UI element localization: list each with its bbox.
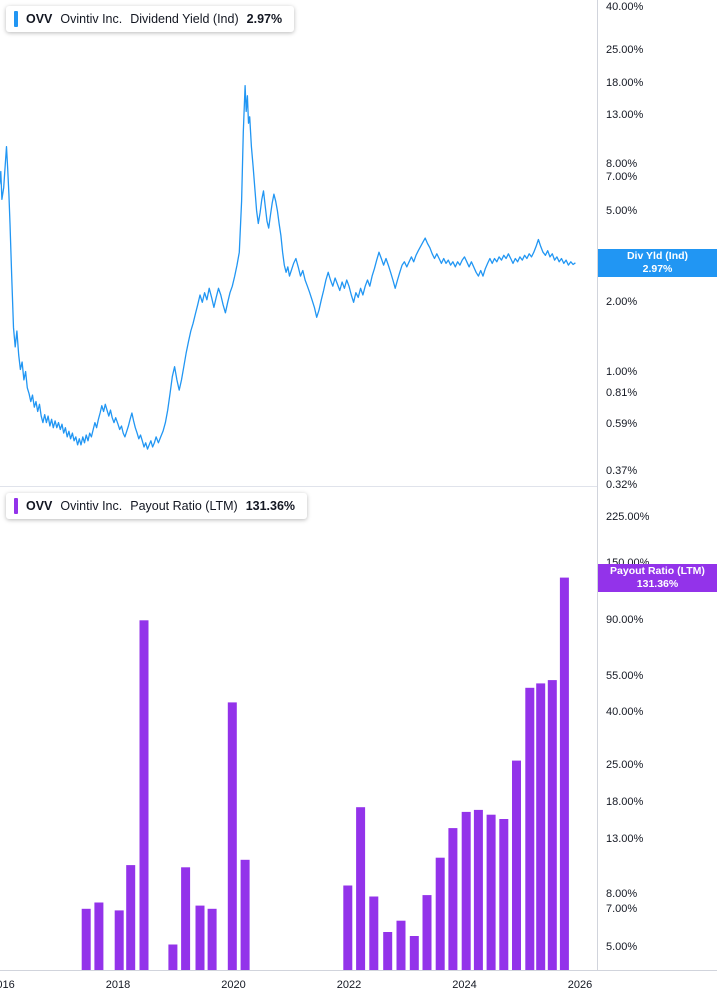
payout-ratio-bar[interactable] — [396, 920, 406, 970]
dividend-yield-line[interactable] — [0, 84, 576, 450]
price-axis-tick: 55.00% — [606, 669, 644, 682]
time-axis-tick: 2024 — [452, 979, 477, 991]
payout-ratio-bar[interactable] — [448, 828, 458, 970]
price-axis-tick: 40.00% — [606, 705, 644, 718]
badge-value: 2.97% — [642, 262, 673, 275]
time-axis-tick: 2026 — [567, 979, 593, 991]
pane-divider[interactable] — [0, 486, 597, 487]
price-axis-tick: 8.00% — [606, 157, 638, 170]
badge-value: 131.36% — [636, 577, 679, 590]
price-axis-tick: 7.00% — [606, 902, 638, 915]
price-axis-tick: 40.00% — [606, 1, 644, 13]
price-axis-tick: 1.00% — [606, 365, 638, 378]
payout-ratio-bar[interactable] — [547, 680, 557, 970]
price-axis-tick: 25.00% — [606, 43, 644, 56]
price-axis-tick: 0.37% — [606, 464, 638, 477]
legend-metric: Payout Ratio (LTM) — [130, 499, 238, 513]
payout-ratio-bar[interactable] — [114, 910, 124, 970]
axis-badge-payout-ratio: Payout Ratio (LTM) 131.36% — [598, 563, 717, 592]
price-axis-tick: 5.00% — [606, 940, 638, 953]
time-axis[interactable]: 2016 2018 2020 2022 2024 2026 — [0, 970, 717, 1005]
price-axis-tick: 0.81% — [606, 386, 638, 399]
time-axis-tick: 2018 — [105, 979, 131, 991]
payout-ratio-bar[interactable] — [139, 620, 149, 970]
legend-company: Ovintiv Inc. — [60, 499, 123, 513]
badge-label: Payout Ratio (LTM) — [610, 564, 705, 577]
payout-ratio-bar[interactable] — [409, 936, 419, 970]
axis-badge-div-yield: Div Yld (Ind) 2.97% — [598, 248, 717, 277]
payout-ratio-bar[interactable] — [512, 760, 521, 970]
price-axis-tick: 0.59% — [606, 418, 638, 431]
payout-ratio-bar[interactable] — [525, 687, 535, 970]
payout-ratio-bar[interactable] — [536, 683, 546, 970]
payout-ratio-bar[interactable] — [207, 908, 217, 970]
price-axis-tick: 13.00% — [606, 109, 644, 122]
series-color-bar — [14, 498, 18, 514]
price-axis-tick: 18.00% — [606, 796, 644, 809]
payout-ratio-bar[interactable] — [181, 867, 191, 970]
price-axis-tick: 2.00% — [606, 296, 638, 309]
legend-metric: Dividend Yield (Ind) — [130, 12, 239, 26]
payout-ratio-bar[interactable] — [227, 702, 237, 970]
series-color-bar — [14, 11, 18, 27]
price-axis-tick: 8.00% — [606, 887, 638, 900]
payout-ratio-bar[interactable] — [168, 944, 178, 971]
price-axis-tick: 90.00% — [606, 614, 644, 627]
payout-ratio-bar[interactable] — [94, 902, 104, 971]
legend-ticker: OVV — [26, 12, 53, 26]
payout-ratio-bar[interactable] — [422, 895, 432, 970]
dividend-yield-pane[interactable] — [0, 0, 597, 486]
payout-ratio-bar[interactable] — [383, 932, 393, 970]
price-axis-tick: 13.00% — [606, 832, 644, 845]
price-axis-tick: 0.32% — [606, 479, 638, 492]
legend-value: 131.36% — [245, 499, 296, 513]
payout-ratio-bar[interactable] — [473, 809, 483, 970]
badge-label: Div Yld (Ind) — [626, 249, 689, 262]
payout-ratio-bar[interactable] — [369, 896, 379, 971]
payout-ratio-bar[interactable] — [559, 577, 569, 970]
payout-ratio-bar[interactable] — [461, 811, 471, 970]
payout-ratio-bar[interactable] — [499, 819, 509, 970]
price-axis-tick: 7.00% — [606, 171, 638, 184]
payout-ratio-bar[interactable] — [435, 857, 445, 970]
time-axis-tick: 2016 — [0, 979, 15, 991]
legend-dividend-yield[interactable]: OVV Ovintiv Inc. Dividend Yield (Ind) 2.… — [6, 6, 295, 32]
payout-ratio-pane[interactable] — [0, 487, 597, 970]
time-axis-tick: 2022 — [336, 979, 362, 991]
price-axis-tick: 5.00% — [606, 204, 638, 217]
payout-ratio-bar[interactable] — [343, 885, 353, 971]
legend-payout-ratio[interactable]: OVV Ovintiv Inc. Payout Ratio (LTM) 131.… — [6, 493, 308, 519]
price-axis-tick: 225.00% — [606, 510, 650, 523]
payout-ratio-bar[interactable] — [126, 865, 136, 970]
legend-value: 2.97% — [246, 12, 283, 26]
legend-ticker: OVV — [26, 499, 53, 513]
plot-area[interactable]: OVV Ovintiv Inc. Dividend Yield (Ind) 2.… — [0, 0, 597, 970]
payout-ratio-bar[interactable] — [81, 908, 91, 970]
legend-company: Ovintiv Inc. — [60, 12, 123, 26]
payout-ratio-bar[interactable] — [240, 859, 250, 970]
time-axis-tick: 2020 — [221, 979, 246, 991]
payout-ratio-bar[interactable] — [195, 905, 205, 970]
price-axis-tick: 18.00% — [606, 76, 644, 89]
price-axis-tick: 25.00% — [606, 758, 644, 771]
payout-ratio-bar[interactable] — [356, 807, 366, 970]
price-axis[interactable]: Div Yld (Ind) 2.97% Payout Ratio (LTM) 1… — [597, 0, 717, 970]
payout-ratio-bar[interactable] — [486, 814, 496, 970]
